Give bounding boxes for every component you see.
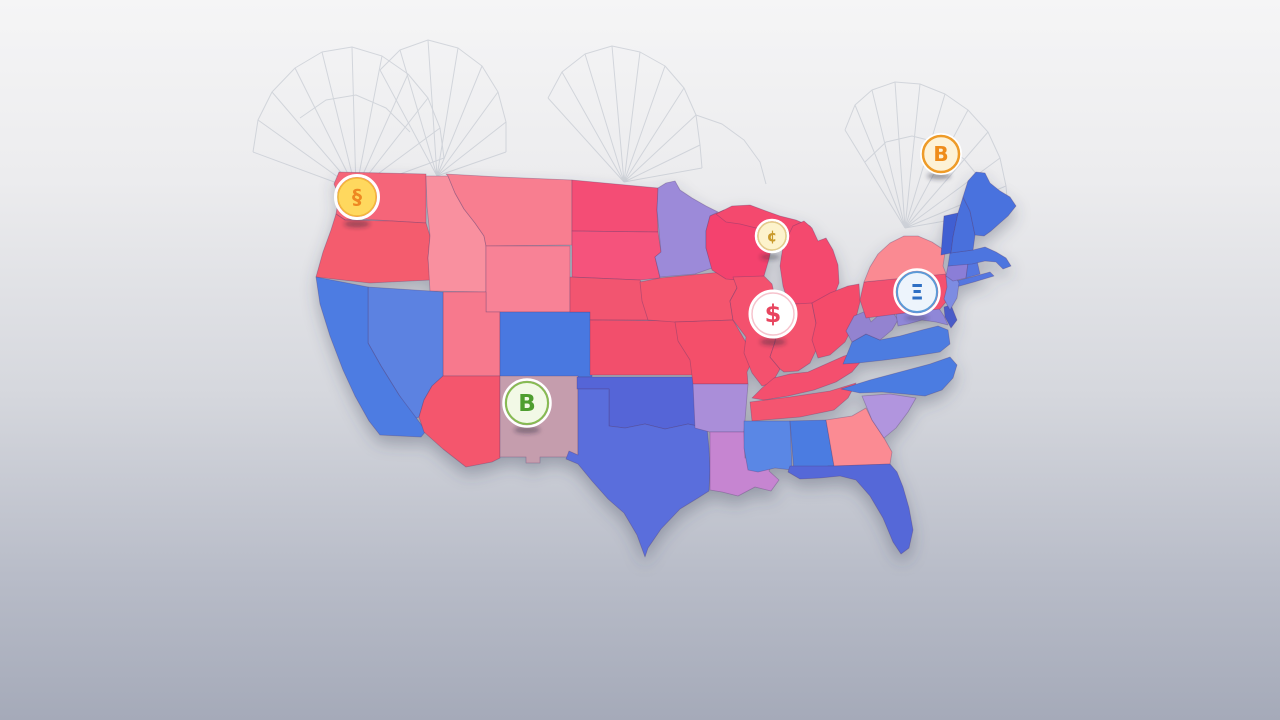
coin-new-mexico[interactable]: B [502,378,552,434]
mesh-fan-arc-dakota [547,45,703,169]
state-mississippi[interactable] [743,420,793,473]
coin-halo [754,218,790,254]
mesh-fan-arc-northeast [844,81,1009,211]
coin-washington[interactable]: § [334,174,380,228]
coin-symbol: § [352,185,362,209]
coin-illinois[interactable]: $ [748,289,798,346]
coin-halo [748,289,798,339]
coin-symbol: Ξ [910,281,923,305]
state-texas[interactable] [565,388,711,558]
coin-pennsylvania[interactable]: Ξ [893,268,941,322]
state-wyoming[interactable] [485,245,571,313]
state-north-carolina[interactable] [840,356,958,397]
dollar-coin-icon [751,292,795,336]
mesh-fan-mid-west [299,94,411,133]
state-south-dakota[interactable] [571,230,662,281]
coin-symbol: $ [765,300,782,328]
state-arkansas[interactable] [692,383,749,433]
state-massachusetts[interactable] [947,246,1012,270]
states-layer [315,171,1017,558]
state-california[interactable] [315,276,427,438]
coin-shadow [344,220,370,228]
coin-markers-layer: § ¢ $ B Ξ B [334,133,962,434]
mesh-fan-rays-west [252,46,445,191]
gold-coin-icon [337,177,377,217]
coin-shadow [760,338,786,346]
mesh-fan-arc-idaho [379,39,507,152]
state-oregon[interactable] [315,213,431,284]
state-missouri[interactable] [674,319,753,385]
coin-symbol: B [518,391,536,417]
state-west-virginia[interactable] [845,310,899,343]
state-maine[interactable] [962,171,1017,237]
ethereum-coin-icon [896,271,938,313]
coin-shadow [905,315,929,321]
coin-symbol: ¢ [767,228,777,246]
mesh-fan-tail-dakota [695,114,767,185]
bitcoin-gold-coin-icon [921,134,961,174]
state-tennessee[interactable] [749,382,857,422]
coin-shadow [514,426,540,434]
coin-wisconsin[interactable]: ¢ [754,218,790,260]
state-florida[interactable] [787,463,914,555]
coin-northeast-floating[interactable]: B [920,133,962,180]
coin-halo [334,174,380,220]
state-colorado[interactable] [499,311,593,378]
state-south-carolina[interactable] [861,393,917,439]
coin-halo [920,133,962,175]
state-north-dakota[interactable] [571,179,659,233]
mesh-fan-rays-dakota [547,45,703,183]
coin-halo [502,378,552,428]
small-gold-coin-icon [757,221,787,251]
state-montana[interactable] [445,173,573,247]
coin-halo [893,268,941,316]
coin-symbol: B [933,142,948,166]
coin-shadow [760,254,780,260]
state-virginia[interactable] [842,325,951,365]
bitcoin-green-coin-icon [505,381,549,425]
mesh-fan-rays-idaho [379,39,507,177]
state-arizona[interactable] [418,375,501,468]
